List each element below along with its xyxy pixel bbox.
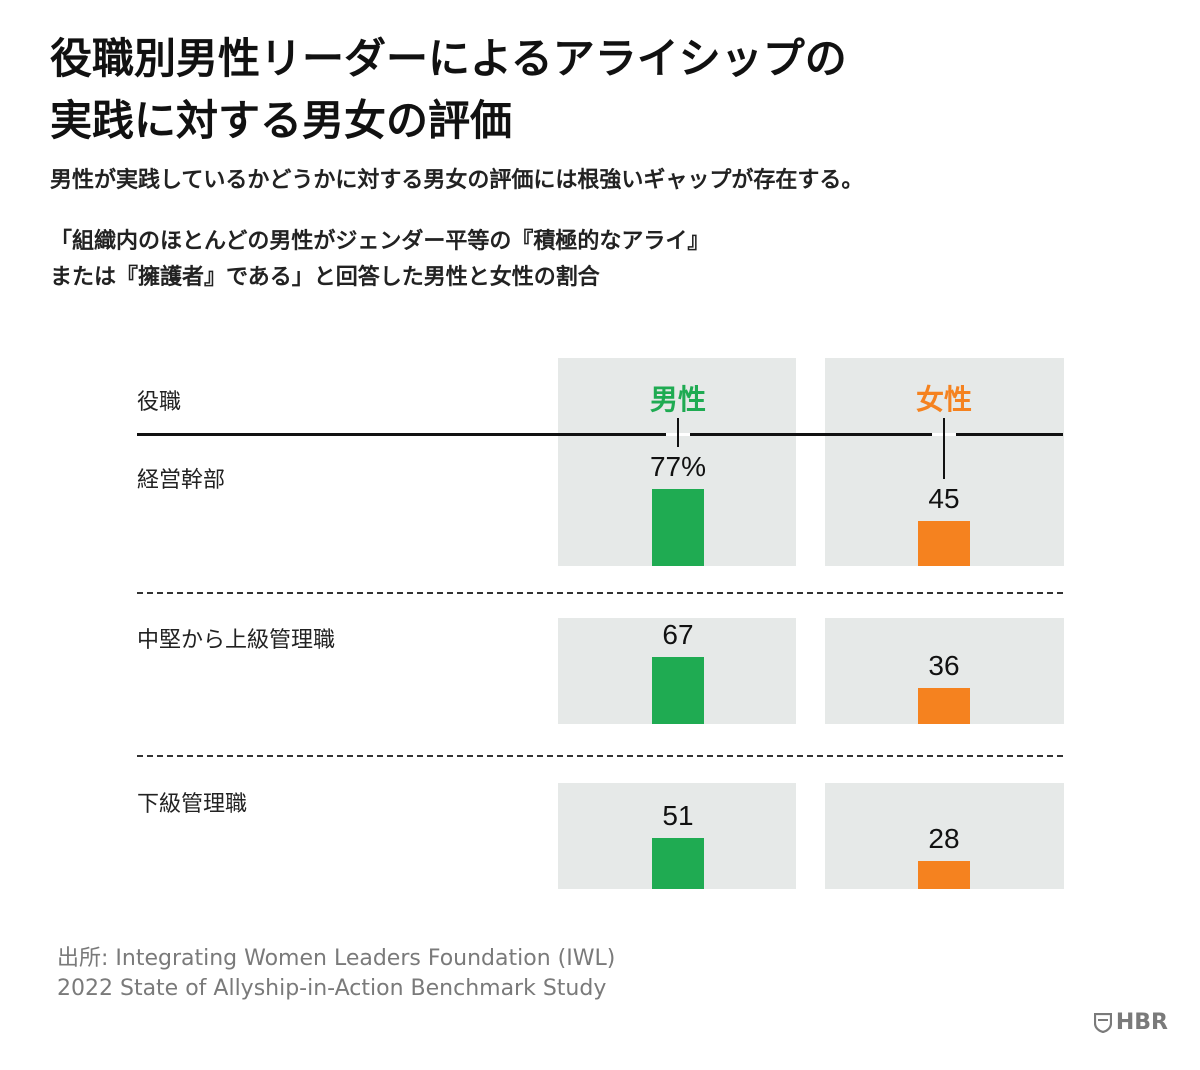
source-note: 出所: Integrating Women Leaders Foundation…	[57, 944, 615, 1004]
row-label-2: 中堅から上級管理職	[137, 628, 336, 653]
series-label-women: 女性	[915, 383, 972, 416]
bar-women-row-3	[918, 861, 970, 889]
bar-women-row-2	[918, 688, 970, 724]
header-rule	[137, 433, 1063, 436]
row-divider-1	[137, 592, 1063, 594]
row-label-3: 下級管理職	[137, 792, 248, 817]
title-line-2: 実践に対する男女の評価	[50, 96, 513, 145]
question-line-1: 「組織内のほとんどの男性がジェンダー平等の『積極的なアライ』	[50, 229, 710, 254]
title-line-1: 役職別男性リーダーによるアライシップの	[50, 34, 847, 83]
leader-tick-men	[677, 418, 679, 447]
column-header-role: 役職	[137, 390, 182, 415]
value-label-women-row-3: 28	[928, 823, 960, 854]
shield-icon	[1093, 1012, 1112, 1033]
question-line-2: または『擁護者』である」と回答した男性と女性の割合	[50, 265, 600, 290]
row-divider-2	[137, 755, 1063, 757]
bar-men-row-3	[652, 838, 704, 889]
value-label-men-row-3: 51	[662, 800, 694, 831]
bar-men-row-2	[652, 657, 704, 724]
source-line-1: 出所: Integrating Women Leaders Foundation…	[57, 946, 616, 971]
value-label-women-row-2: 36	[928, 650, 960, 681]
hbr-logo: HBR	[1093, 1010, 1168, 1035]
chart-subtitle: 男性が実践しているかどうかに対する男女の評価には根強いギャップが存在する。	[50, 168, 864, 193]
series-label-men: 男性	[649, 383, 706, 416]
source-line-2: 2022 State of Allyship-in-Action Benchma…	[57, 976, 607, 1001]
bar-women-row-1	[918, 521, 970, 566]
chart-title: 役職別男性リーダーによるアライシップの 実践に対する男女の評価	[50, 28, 1050, 152]
bar-men-row-1	[652, 489, 704, 566]
value-label-men-row-2: 67	[662, 619, 694, 650]
value-label-men-row-1: 77%	[649, 451, 707, 482]
logo-text: HBR	[1115, 1010, 1168, 1035]
value-label-women-row-1: 45	[928, 483, 960, 514]
survey-question: 「組織内のほとんどの男性がジェンダー平等の『積極的なアライ』 または『擁護者』で…	[50, 224, 709, 296]
leader-tick-women	[943, 418, 945, 479]
row-label-1: 経営幹部	[137, 468, 226, 493]
